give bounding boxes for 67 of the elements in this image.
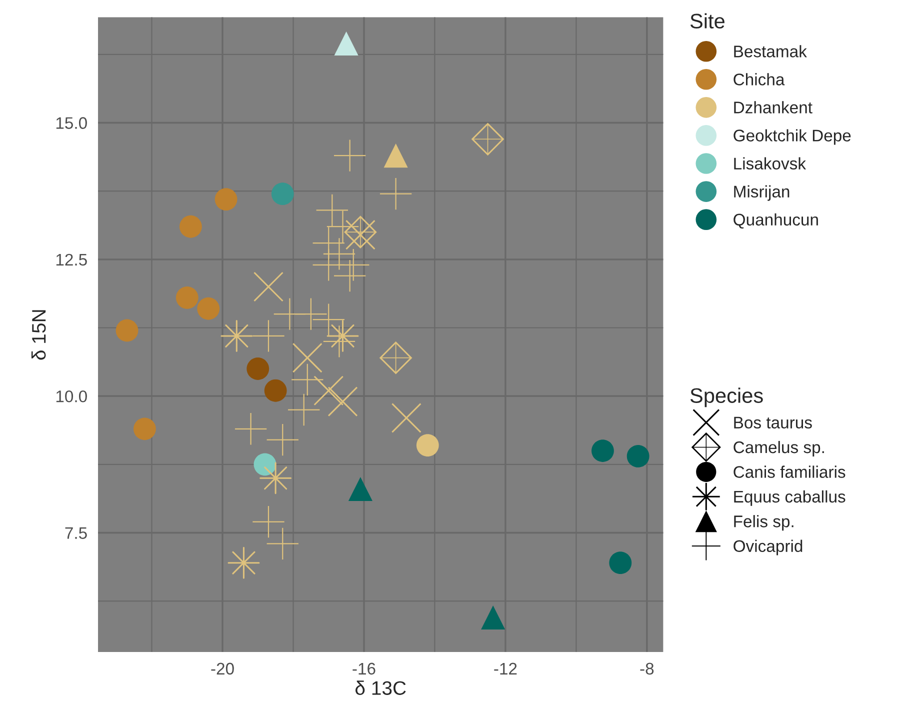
point [391,402,422,433]
point [252,506,284,538]
x-tick-label: -16 [352,662,376,675]
text: Species [690,388,763,408]
point [288,394,320,426]
point [252,320,284,352]
point [609,552,632,574]
x-tick-label: -20 [211,662,234,675]
point [416,434,439,456]
point [380,178,412,210]
point [254,453,276,476]
legend-label: Bos taurus [734,416,812,428]
point [326,210,359,242]
legend-label: Canis familiaris [734,466,846,478]
point [292,342,322,373]
x-tick-label: -8 [640,662,654,675]
point [116,319,138,342]
point [334,31,358,56]
legend-label: Misrijan [734,185,790,201]
point [326,320,359,352]
point [266,528,298,560]
point [592,440,614,462]
legend-label: Felis sp. [734,515,794,531]
legend-label: Bestamak [734,45,807,58]
point [314,376,344,406]
point [176,286,198,309]
legend-label: Dzhankent [734,101,812,114]
y-tick-label: 7.5 [65,527,87,539]
point [312,304,344,336]
y-axis-title: δ 15N [31,310,46,360]
point [228,546,260,579]
point [481,605,506,630]
y-tick-label: 12.5 [56,254,87,266]
point [471,122,504,156]
point [348,477,372,502]
point [384,144,408,168]
point [179,215,202,238]
x-axis-title: δ 13C [355,680,406,695]
legend-label: Ovicaprid [734,540,802,556]
legend-label: Chicha [734,73,785,86]
x-tick-label: -12 [494,662,517,674]
point [266,424,298,456]
point [328,386,358,417]
point [246,358,270,380]
legend-label: Geoktchik Depe [734,129,851,145]
legend-label: Lisakovsk [734,157,806,170]
point [316,194,348,226]
point [323,238,356,270]
point [271,182,294,206]
legend-label: Camelus sp. [734,440,824,456]
y-tick-label: 15.0 [56,117,87,129]
point [264,379,287,402]
point [214,188,238,210]
point [234,413,267,445]
point [338,249,370,281]
point [220,320,253,352]
point [626,445,650,468]
point [260,462,292,494]
point [253,272,284,302]
point [334,140,366,172]
legend-label: Equus caballus [734,490,846,506]
point [197,297,220,320]
legend-title: Site [690,13,724,28]
legend-label: Quanhucun [734,213,818,229]
y-tick-label: 10.0 [56,390,87,402]
point [295,298,327,330]
point [134,418,156,440]
